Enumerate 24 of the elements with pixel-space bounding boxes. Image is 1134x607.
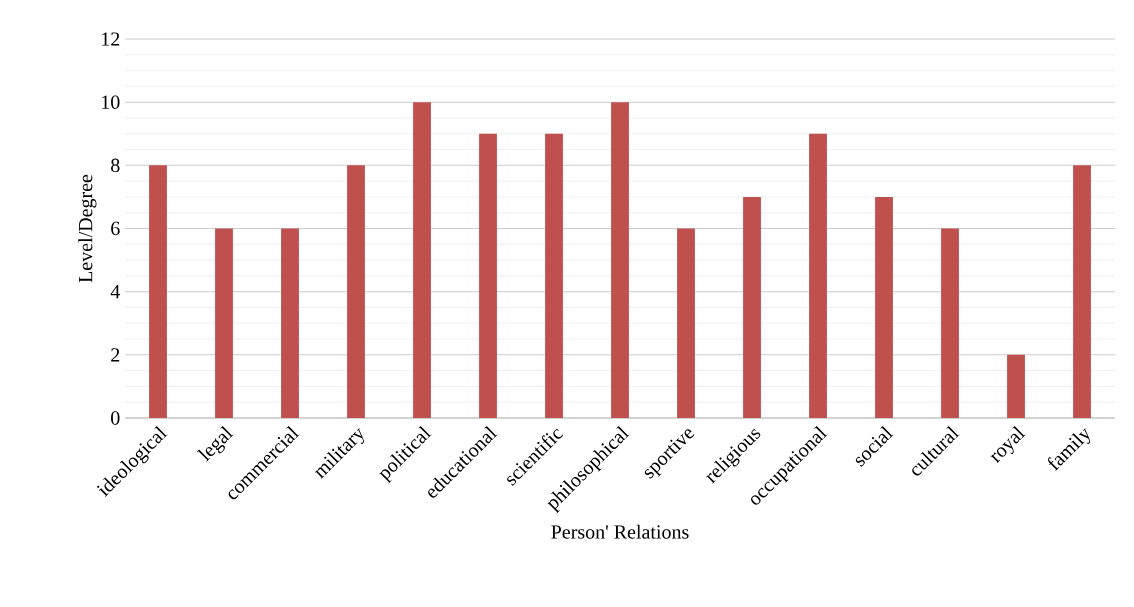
y-tick-label: 6	[111, 221, 120, 236]
y-tick-label: 2	[111, 348, 120, 362]
bar	[677, 228, 695, 418]
y-tick-label: 12	[102, 32, 120, 46]
bar	[347, 165, 365, 418]
bar	[875, 196, 893, 418]
bar	[281, 228, 299, 418]
y-tick-label: 8	[111, 158, 120, 173]
y-tick-label: 0	[111, 411, 120, 425]
bar	[611, 102, 629, 418]
bar	[413, 102, 431, 418]
y-tick-label: 10	[102, 95, 120, 109]
bar	[545, 133, 563, 418]
bar	[809, 133, 827, 418]
bar	[479, 133, 497, 418]
bar	[941, 228, 959, 418]
bar	[215, 228, 233, 418]
bar	[1073, 165, 1091, 418]
bar	[1007, 354, 1025, 418]
y-axis-title: Level/Degree	[78, 174, 97, 283]
x-axis-title: Person' Relations	[551, 524, 689, 539]
y-tick-label: 4	[110, 285, 120, 299]
bar	[149, 165, 167, 418]
bar	[743, 196, 761, 418]
